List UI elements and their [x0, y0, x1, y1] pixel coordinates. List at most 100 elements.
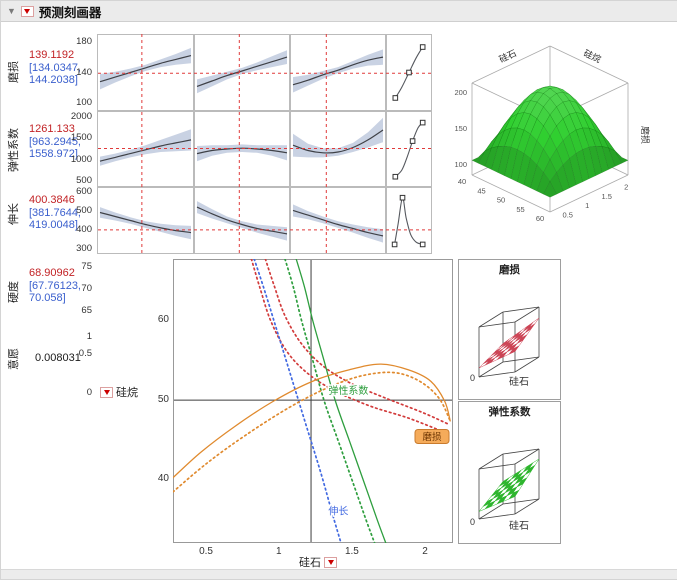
- red-triangle-menu-icon[interactable]: [20, 5, 34, 17]
- contour-curve-label: 弹性系数: [328, 384, 368, 397]
- profiler-axis-tick: 1000: [70, 154, 92, 165]
- outline-title: 预测刻画器: [38, 5, 102, 20]
- desirability-handle[interactable]: [419, 119, 426, 126]
- mini-surface-box-wear: 磨损 0 硅石: [458, 259, 561, 400]
- profiler-axis-tick: 0.5: [78, 348, 92, 359]
- contour-x-tick: 0.5: [199, 546, 213, 557]
- svg-text:45: 45: [477, 186, 485, 195]
- svg-text:0.5: 0.5: [563, 210, 573, 219]
- svg-text:150: 150: [454, 124, 467, 133]
- contour-curve: [284, 259, 376, 543]
- contour-curve: [173, 363, 451, 479]
- response-value[interactable]: 139.1192: [29, 49, 75, 61]
- contour-curve: [264, 259, 449, 425]
- response-value[interactable]: 400.3846: [29, 194, 75, 206]
- response-ci-high: 419.0048]: [29, 219, 78, 231]
- profiler-axis-tick: 0: [86, 387, 92, 398]
- contour-curve: [250, 259, 446, 434]
- mini-axis-zero: 0: [470, 373, 476, 383]
- contour-x-tick: 2: [422, 546, 428, 557]
- disclosure-triangle-icon[interactable]: ▼: [7, 5, 16, 16]
- desirability-handle[interactable]: [399, 194, 406, 201]
- desirability-handle[interactable]: [419, 241, 426, 248]
- profiler-axis-tick: 400: [76, 224, 92, 235]
- response-ci-low: [963.2945,: [29, 135, 81, 148]
- contour-xlabel-row: 硅石: [299, 554, 337, 570]
- response-name-modulus: 弹性系数: [8, 128, 20, 172]
- mini-surface-box-modulus: 弹性系数 0 硅石: [458, 401, 561, 544]
- mini-surface-plot-wear[interactable]: [459, 277, 560, 387]
- contour-y-tick: 60: [157, 314, 169, 326]
- contour-curve-label: 伸长: [328, 506, 348, 518]
- svg-text:磨损: 磨损: [640, 126, 651, 144]
- svg-text:1.5: 1.5: [602, 192, 612, 201]
- contour-ylabel-row: 硅烷: [100, 384, 138, 400]
- contour-curve: [173, 371, 452, 493]
- contour-y-tick: 50: [157, 394, 169, 406]
- contour-curve: [295, 259, 387, 543]
- response-values-wear: 139.1192 [134.0347, 144.2038]: [29, 49, 97, 87]
- response-name-desirability: 意愿: [8, 348, 20, 370]
- response-ci-low: [134.0347,: [29, 61, 81, 74]
- response-name-elongation: 伸长: [8, 203, 20, 225]
- contour-ylabel: 硅烷: [116, 387, 138, 399]
- response-values-modulus: 1261.133 [963.2945, 1558.972]: [29, 123, 97, 161]
- response-value[interactable]: 68.90962: [29, 267, 75, 279]
- svg-text:50: 50: [497, 196, 505, 205]
- desirability-handle[interactable]: [409, 138, 416, 144]
- svg-text:60: 60: [536, 214, 544, 223]
- desirability-handle[interactable]: [392, 95, 399, 101]
- contour-y-tick: 40: [157, 473, 169, 485]
- profiler-axis-tick-column: 180 140 100 2000 1500 1000 500 600 500 400 300 75 70…: [59, 1, 94, 421]
- window-bottom-edge: [1, 569, 677, 579]
- response-ci-high: 144.2038]: [29, 74, 78, 86]
- svg-text:硅石: 硅石: [497, 47, 518, 65]
- response-values-elongation: 400.3846 [381.7644, 419.0048]: [29, 194, 97, 232]
- profiler-axis-tick: 75: [81, 261, 92, 272]
- response-ci-low: [67.76123,: [29, 279, 81, 292]
- desirability-handle[interactable]: [391, 241, 398, 248]
- response-value[interactable]: 0.008031: [35, 352, 81, 364]
- profiler-axis-tick: 65: [81, 305, 92, 316]
- response-ci-low: [381.7644,: [29, 206, 81, 219]
- profiler-axis-tick: 180: [76, 36, 92, 47]
- svg-text:200: 200: [454, 88, 467, 97]
- profiler-axis-tick: 140: [76, 67, 92, 78]
- response-value[interactable]: 1261.133: [29, 123, 75, 135]
- desirability-handle[interactable]: [419, 44, 426, 50]
- contour-x-tick: 1.5: [344, 546, 359, 557]
- profiler-axis-tick: 600: [76, 186, 92, 197]
- svg-text:55: 55: [516, 205, 524, 214]
- red-triangle-glyph: [103, 389, 110, 395]
- profiler-axis-tick: 100: [76, 97, 92, 108]
- svg-text:2: 2: [624, 183, 628, 192]
- response-values-hardness: 68.90962 [67.76123, 70.058]: [29, 267, 97, 305]
- contour-x-tick: 1: [276, 546, 282, 557]
- contour-drag-badge[interactable]: 磨损: [414, 429, 450, 444]
- profiler-axis-tick: 500: [76, 175, 92, 186]
- response-name-hardness: 硬度: [8, 281, 20, 303]
- silica-red-triangle-icon[interactable]: [324, 556, 337, 568]
- profiler-axis-tick: 2000: [70, 111, 92, 122]
- desirability-handle[interactable]: [406, 69, 412, 76]
- svg-text:40: 40: [458, 177, 466, 186]
- silane-red-triangle-icon[interactable]: [100, 386, 113, 398]
- mini-surface-plot-modulus[interactable]: [459, 419, 560, 529]
- desirability-handle[interactable]: [392, 173, 399, 180]
- response-name-wear: 磨损: [8, 61, 20, 83]
- response-ci-high: 1558.972]: [29, 148, 78, 160]
- svg-text:1: 1: [585, 201, 589, 210]
- svg-text:硅烷: 硅烷: [582, 47, 603, 65]
- svg-text:100: 100: [454, 160, 467, 169]
- response-values-desirability: 0.008031: [35, 352, 103, 365]
- mini-axis-zero: 0: [470, 517, 476, 527]
- prediction-profiler-grid[interactable]: [97, 34, 433, 254]
- red-triangle-glyph: [24, 8, 31, 14]
- contour-xlabel: 硅石: [299, 557, 321, 569]
- svg-text:磨损: 磨损: [422, 431, 442, 443]
- response-ci-high: 70.058]: [29, 292, 66, 304]
- mini-surface-title: 磨损: [499, 264, 520, 276]
